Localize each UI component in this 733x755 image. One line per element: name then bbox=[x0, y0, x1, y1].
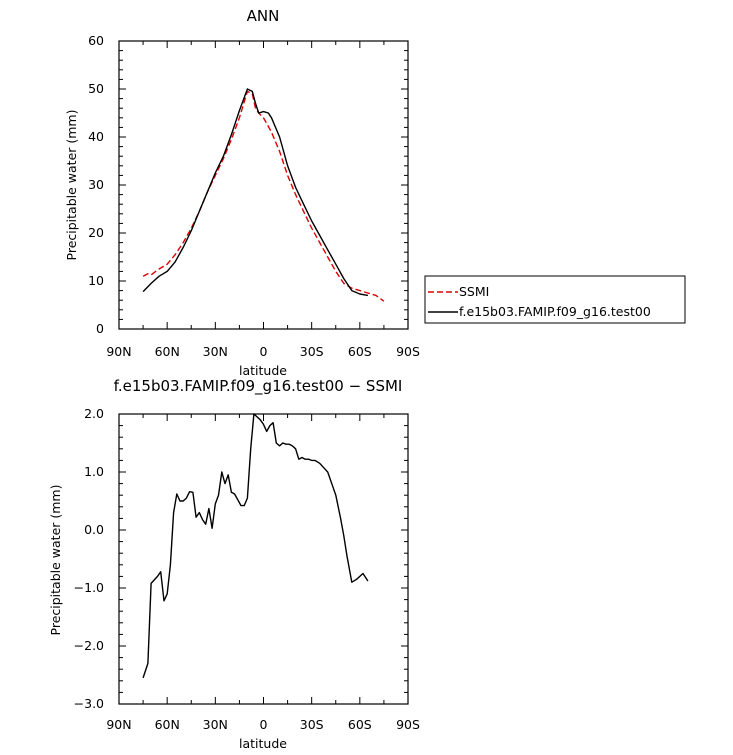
chart-bottom-frame bbox=[118, 413, 409, 705]
chart-top: ANN 90N 60N 30N 0 30S 60S 90S 0 10 20 30… bbox=[64, 7, 420, 378]
chart-bottom-y-axis-label: Precipitable water (mm) bbox=[48, 485, 63, 636]
legend-box bbox=[424, 275, 686, 324]
y-tick-label: 50 bbox=[88, 81, 104, 96]
x-tick-label: 0 bbox=[260, 344, 268, 359]
y-tick-label: 0.0 bbox=[84, 522, 104, 537]
x-tick-label: 90N bbox=[106, 344, 131, 359]
y-tick-label: 10 bbox=[88, 273, 104, 288]
series-line-model bbox=[142, 88, 369, 297]
x-tick-label: 60S bbox=[348, 344, 372, 359]
chart-bottom-x-tick-labels: 90N 60N 30N 0 30S 60S 90S bbox=[106, 717, 420, 732]
chart-top-frame bbox=[118, 40, 409, 330]
x-tick-label: 60S bbox=[348, 717, 372, 732]
y-tick-label: 60 bbox=[88, 33, 104, 48]
chart-top-ticks bbox=[118, 40, 409, 330]
series-line-model bbox=[142, 413, 369, 679]
chart-bottom-y-tick-labels: −3.0 −2.0 −1.0 0.0 1.0 2.0 bbox=[74, 406, 104, 711]
x-tick-label: 60N bbox=[155, 717, 180, 732]
y-tick-label: 40 bbox=[88, 129, 104, 144]
x-tick-label: 90S bbox=[396, 344, 420, 359]
x-tick-label: 30N bbox=[203, 717, 228, 732]
chart-top-series bbox=[142, 88, 385, 302]
chart-bottom-series bbox=[142, 413, 369, 679]
y-tick-label: −1.0 bbox=[74, 580, 104, 595]
x-tick-label: 60N bbox=[155, 344, 180, 359]
x-tick-label: 90N bbox=[106, 717, 131, 732]
chart-top-title: ANN bbox=[247, 7, 280, 25]
series-line-ssmi bbox=[142, 90, 385, 302]
chart-bottom-ticks bbox=[118, 413, 409, 705]
chart-bottom-x-axis-label: latitude bbox=[239, 736, 287, 751]
y-tick-label: −3.0 bbox=[74, 696, 104, 711]
legend-label-model: f.e15b03.FAMIP.f09_g16.test00 bbox=[459, 304, 651, 319]
x-tick-label: 30S bbox=[300, 717, 324, 732]
x-tick-label: 0 bbox=[260, 717, 268, 732]
y-tick-label: 2.0 bbox=[84, 406, 104, 421]
legend-label-ssmi: SSMI bbox=[459, 284, 489, 299]
chart-top-y-axis-label: Precipitable water (mm) bbox=[64, 110, 79, 261]
y-tick-label: −2.0 bbox=[74, 638, 104, 653]
x-tick-label: 90S bbox=[396, 717, 420, 732]
chart-top-x-axis-label: latitude bbox=[239, 363, 287, 378]
y-tick-label: 30 bbox=[88, 177, 104, 192]
y-tick-label: 0 bbox=[96, 321, 104, 336]
chart-top-y-tick-labels: 0 10 20 30 40 50 60 bbox=[88, 33, 104, 336]
x-tick-label: 30N bbox=[203, 344, 228, 359]
chart-bottom: f.e15b03.FAMIP.f09_g16.test00 − SSMI 90N… bbox=[48, 377, 420, 751]
x-tick-label: 30S bbox=[300, 344, 324, 359]
chart-top-x-tick-labels: 90N 60N 30N 0 30S 60S 90S bbox=[106, 344, 420, 359]
y-tick-label: 1.0 bbox=[84, 464, 104, 479]
legend: SSMI f.e15b03.FAMIP.f09_g16.test00 bbox=[424, 275, 686, 324]
y-tick-label: 20 bbox=[88, 225, 104, 240]
chart-bottom-title: f.e15b03.FAMIP.f09_g16.test00 − SSMI bbox=[114, 377, 403, 396]
